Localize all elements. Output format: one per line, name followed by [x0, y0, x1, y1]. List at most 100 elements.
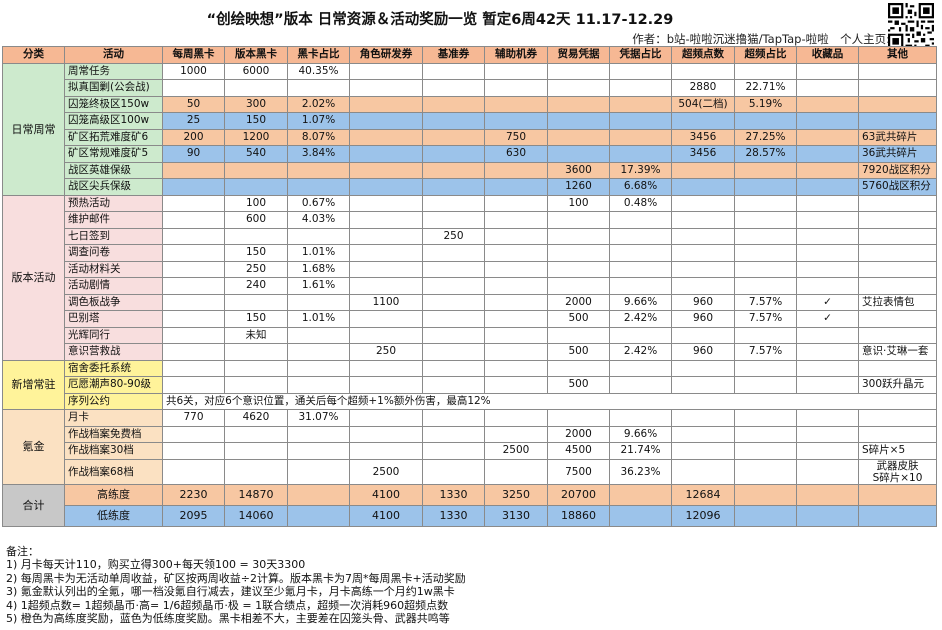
value-cell: [349, 310, 423, 328]
value-cell: [547, 95, 610, 113]
value-cell: [796, 359, 859, 377]
value-cell: [858, 112, 937, 130]
value-cell: [484, 244, 548, 262]
value-cell: [162, 458, 225, 485]
table-row: 拟真国剿(公会战) 2880 22.71%: [3, 79, 937, 97]
value-cell: [796, 95, 859, 113]
value-cell: [796, 178, 859, 196]
value-cell: [671, 277, 735, 295]
value-cell: [734, 326, 797, 344]
value-cell: 21.74%: [609, 442, 672, 460]
value-cell: 5.19%: [734, 95, 797, 113]
column-header: 超频点数: [671, 46, 735, 64]
value-cell: [609, 62, 672, 80]
activity-cell: 囚笼高级区100w: [64, 112, 163, 130]
table-row: 囚笼高级区100w 25 150 1.07%: [3, 112, 937, 130]
value-cell: [287, 483, 350, 506]
note-line: 1) 月卡每天计110，购买立得300+每天领100 = 30天3300: [6, 558, 306, 572]
value-cell: [162, 178, 225, 196]
value-cell: 960: [671, 343, 735, 361]
value-cell: 1.61%: [287, 277, 350, 295]
author-line: 作者：b站-啦啦沉迷撸猫/TapTap-啦啦 个人主页:: [632, 32, 890, 46]
value-cell: [287, 326, 350, 344]
value-cell: 0.48%: [609, 194, 672, 212]
value-cell: 未知: [224, 326, 288, 344]
value-cell: 500: [547, 343, 610, 361]
value-cell: [484, 211, 548, 229]
activity-cell: 高练度: [64, 483, 163, 506]
activity-cell: 拟真国剿(公会战): [64, 79, 163, 97]
value-cell: [422, 458, 485, 485]
value-cell: [162, 244, 225, 262]
activity-cell: 意识营救战: [64, 343, 163, 361]
value-cell: [349, 260, 423, 278]
value-cell: [547, 79, 610, 97]
value-cell: [349, 376, 423, 394]
value-cell: [484, 62, 548, 80]
value-cell: 9.66%: [609, 293, 672, 311]
table-row: 版本活动 预热活动 100 0.67% 100 0.48%: [2, 194, 937, 361]
value-cell: [422, 310, 485, 328]
value-cell: [349, 128, 423, 146]
value-cell: [349, 145, 423, 163]
value-cell: [609, 504, 672, 527]
value-cell: 6.68%: [609, 178, 672, 196]
activity-cell: 巴别塔: [64, 310, 163, 328]
activity-cell: 厄愿潮声80-90级: [64, 376, 163, 394]
value-cell: [422, 260, 485, 278]
activity-cell: 光辉同行: [64, 326, 163, 344]
value-cell: [422, 326, 485, 344]
value-cell: [858, 359, 937, 377]
value-cell: [349, 409, 423, 427]
activity-cell: 囚笼终极区150w: [64, 95, 163, 113]
value-cell: 18860: [547, 504, 610, 527]
value-cell: ✓: [796, 310, 859, 328]
activity-cell: 活动材料关: [64, 260, 163, 278]
value-cell: [422, 359, 485, 377]
activity-cell: 序列公约: [64, 392, 163, 410]
value-cell: [547, 409, 610, 427]
value-cell: [671, 458, 735, 485]
value-cell: [547, 260, 610, 278]
value-cell: 4100: [349, 504, 423, 527]
column-header: 每周黑卡: [162, 46, 225, 64]
value-cell: 14870: [224, 483, 288, 506]
value-cell: [734, 277, 797, 295]
value-cell: [484, 95, 548, 113]
value-cell: [734, 178, 797, 196]
value-cell: [734, 442, 797, 460]
value-cell: 1100: [349, 293, 423, 311]
value-cell: 250: [349, 343, 423, 361]
value-cell: [484, 227, 548, 245]
value-cell: [734, 62, 797, 80]
value-cell: [484, 293, 548, 311]
value-cell: [547, 277, 610, 295]
column-header: 角色研发券: [349, 46, 423, 64]
value-cell: 14060: [224, 504, 288, 527]
value-cell: [734, 483, 797, 506]
value-cell: [547, 145, 610, 163]
table-row: 囚笼终极区150w 50 300 2.02% 504(二档) 5.19%: [3, 95, 937, 113]
value-cell: [609, 79, 672, 97]
value-cell: [484, 425, 548, 443]
value-cell: [796, 483, 859, 506]
value-cell: [671, 62, 735, 80]
value-cell: [671, 112, 735, 130]
value-cell: [287, 442, 350, 460]
value-cell: [422, 277, 485, 295]
value-cell: 2.02%: [287, 95, 350, 113]
activity-cell: 预热活动: [64, 194, 163, 212]
value-cell: [162, 79, 225, 97]
value-cell: 36武共碎片: [858, 145, 937, 163]
value-cell: 7.57%: [734, 293, 797, 311]
value-cell: [484, 359, 548, 377]
value-cell: [734, 227, 797, 245]
table-row: 作战档案30档 2500 4500 21.74% S碎片×5: [3, 442, 937, 460]
value-cell: 500: [547, 376, 610, 394]
value-cell: [484, 260, 548, 278]
value-cell: [349, 112, 423, 130]
value-cell: 2000: [547, 293, 610, 311]
qr-code-icon[interactable]: [888, 3, 934, 49]
value-cell: [858, 310, 937, 328]
activity-cell: 作战档案68档: [64, 458, 163, 485]
